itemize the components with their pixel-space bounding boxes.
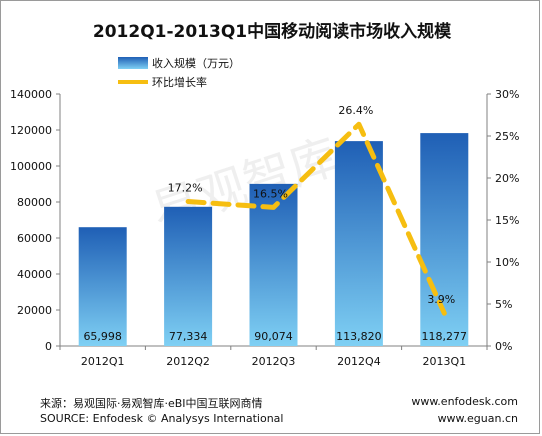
- legend: 收入规模（万元） 环比增长率: [118, 56, 240, 89]
- line-value-label: 26.4%: [338, 104, 373, 117]
- line-value-label: 17.2%: [168, 182, 203, 195]
- bar: [78, 227, 127, 346]
- y2-tick-label: 15%: [495, 214, 519, 227]
- line-value-label: 16.5%: [253, 187, 288, 200]
- bar: [164, 206, 213, 346]
- x-tick-label: 2012Q2: [166, 355, 210, 368]
- y-tick-label: 140000: [10, 88, 52, 101]
- y-tick-label: 100000: [10, 160, 52, 173]
- y-tick-label: 20000: [17, 304, 52, 317]
- bar: [249, 183, 298, 346]
- bar-value-label: 65,998: [83, 330, 122, 343]
- source-en: SOURCE: Enfodesk © Analysys Internationa…: [40, 412, 284, 425]
- bar-value-label: 113,820: [336, 330, 382, 343]
- y2-tick-label: 5%: [495, 298, 512, 311]
- y2-tick-label: 0%: [495, 340, 512, 353]
- y-tick-label: 120000: [10, 124, 52, 137]
- x-tick-label: 2012Q1: [81, 355, 125, 368]
- x-tick-label: 2013Q1: [422, 355, 466, 368]
- y2-tick-label: 25%: [495, 130, 519, 143]
- bar-value-label: 90,074: [254, 330, 293, 343]
- bar-value-label: 118,277: [422, 330, 468, 343]
- legend-bar-label: 收入规模（万元）: [152, 56, 240, 70]
- bar: [334, 141, 383, 346]
- growth-line: [185, 121, 447, 316]
- y-tick-label: 60000: [17, 232, 52, 245]
- x-tick-label: 2012Q3: [252, 355, 296, 368]
- legend-bar-swatch: [118, 57, 148, 69]
- plot-area: 0 20000 40000 60000 80000 100000 120000 140000 0…: [10, 88, 519, 368]
- x-tick-label: 2012Q4: [337, 355, 381, 368]
- y2-tick-label: 20%: [495, 172, 519, 185]
- y2-tick-label: 10%: [495, 256, 519, 269]
- y2-tick-label: 30%: [495, 88, 519, 101]
- bar-value-label: 77,334: [169, 330, 208, 343]
- url-eguan: www.eguan.cn: [437, 412, 518, 425]
- y-tick-label: 0: [45, 340, 52, 353]
- legend-line-label: 环比增长率: [152, 75, 207, 89]
- chart-title: 2012Q1-2013Q1中国移动阅读市场收入规模: [93, 21, 452, 42]
- y-tick-label: 40000: [17, 268, 52, 281]
- source-cn: 来源：易观国际·易观智库·eBI中国互联网商情: [40, 397, 263, 410]
- line-value-label: 3.9%: [427, 293, 455, 306]
- y-tick-label: 80000: [17, 196, 52, 209]
- url-enfodesk: www.enfodesk.com: [411, 395, 518, 408]
